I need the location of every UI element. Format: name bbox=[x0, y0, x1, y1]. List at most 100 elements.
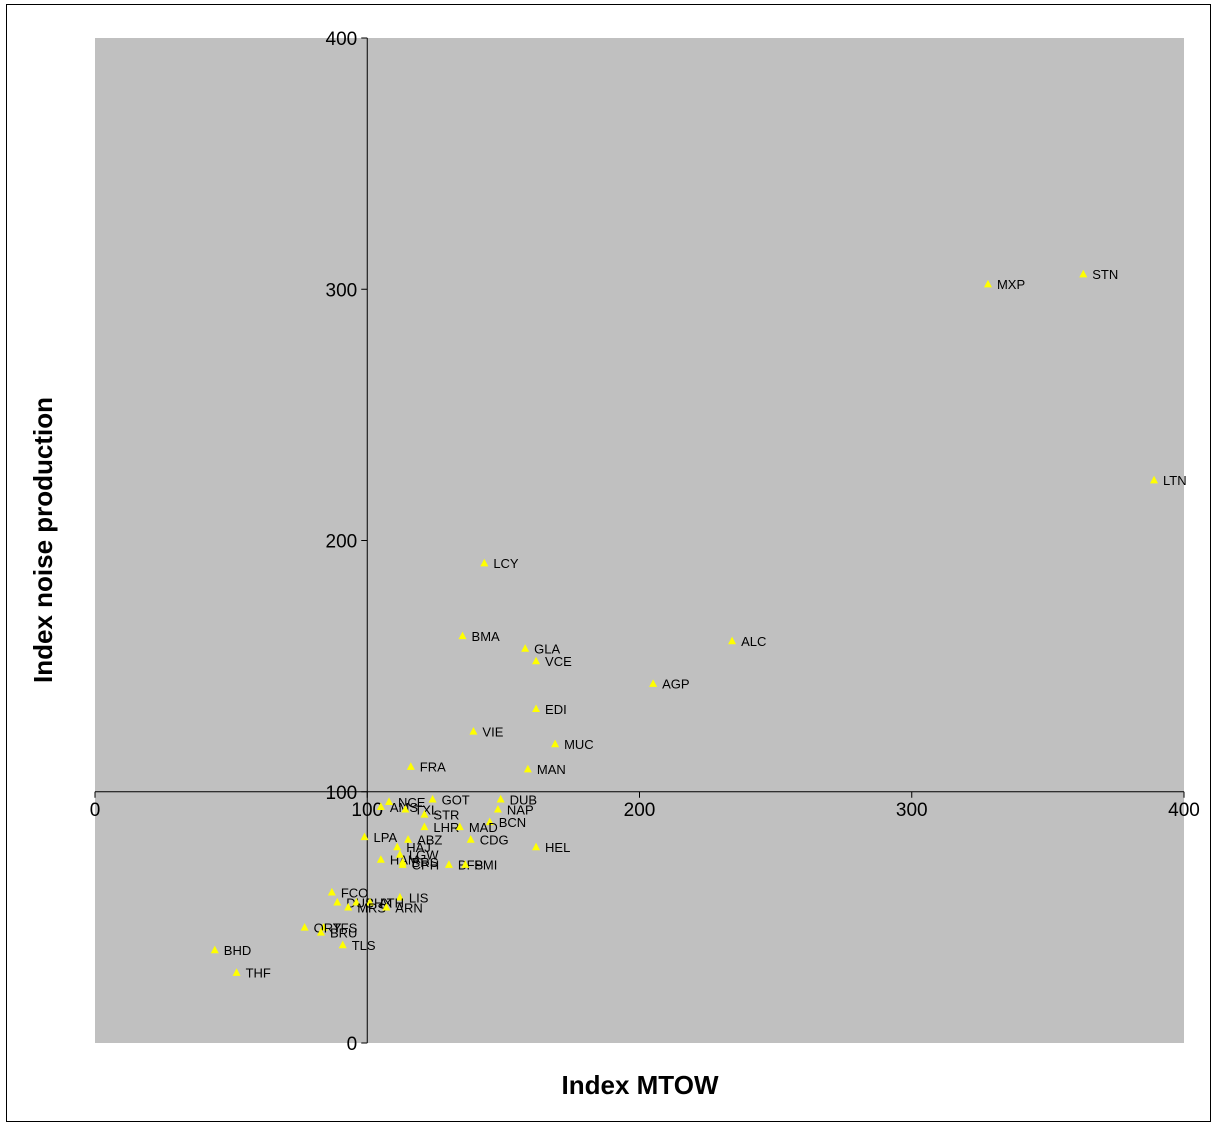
point-label-ltn: LTN bbox=[1163, 473, 1187, 488]
point-marker-hel bbox=[532, 842, 541, 851]
y-tick-label: 0 bbox=[347, 1034, 358, 1055]
y-tick-label: 300 bbox=[326, 280, 358, 301]
point-label-txl: TXL bbox=[414, 802, 438, 817]
point-marker-haj bbox=[393, 842, 402, 851]
x-tick-label: 100 bbox=[351, 800, 383, 821]
point-label-str: STR bbox=[433, 807, 459, 822]
point-label-cph: CPH bbox=[412, 858, 439, 873]
point-label-vie: VIE bbox=[482, 724, 503, 739]
point-label-man: MAN bbox=[537, 762, 566, 777]
y-tick-label: 100 bbox=[326, 783, 358, 804]
point-marker-ham bbox=[376, 855, 385, 863]
point-marker-edi bbox=[532, 704, 541, 713]
point-label-vce: VCE bbox=[545, 654, 572, 669]
point-marker-str bbox=[420, 809, 429, 818]
point-label-muc: MUC bbox=[564, 737, 594, 752]
point-marker-stn bbox=[1079, 269, 1088, 278]
point-marker-cph bbox=[398, 860, 407, 868]
point-marker-bru bbox=[316, 928, 325, 936]
point-label-bcn: BCN bbox=[499, 815, 526, 830]
point-label-bfs: BFS bbox=[458, 858, 484, 873]
point-label-bma: BMA bbox=[472, 629, 501, 644]
point-label-dub: DUB bbox=[510, 792, 537, 807]
point-marker-vie bbox=[469, 727, 478, 735]
x-tick-label: 300 bbox=[896, 800, 928, 821]
x-tick-label: 400 bbox=[1168, 800, 1200, 821]
point-label-abz: ABZ bbox=[417, 832, 442, 847]
point-marker-bhx bbox=[352, 897, 361, 906]
point-marker-bhd bbox=[210, 945, 219, 954]
point-marker-bfs bbox=[444, 860, 453, 868]
point-marker-muc bbox=[551, 739, 560, 748]
point-label-lcy: LCY bbox=[493, 556, 519, 571]
point-marker-cdg bbox=[466, 835, 475, 843]
point-marker-lhr bbox=[420, 822, 429, 831]
point-marker-agp bbox=[649, 679, 658, 687]
point-marker-bma bbox=[458, 631, 467, 640]
y-tick-label: 400 bbox=[326, 29, 358, 50]
point-marker-vce bbox=[532, 656, 541, 665]
point-label-haj: HAJ bbox=[406, 840, 431, 855]
point-label-agp: AGP bbox=[662, 677, 689, 692]
point-marker-alc bbox=[728, 636, 737, 645]
point-label-dus: DUS bbox=[346, 895, 374, 910]
point-label-gla: GLA bbox=[534, 642, 560, 657]
point-label-got: GOT bbox=[442, 792, 470, 807]
x-axis-ticks: 0 100 200 300 400 bbox=[90, 791, 1200, 821]
point-label-brs: BRS bbox=[412, 855, 439, 870]
point-label-stn: STN bbox=[1092, 267, 1118, 282]
point-marker-fco bbox=[327, 887, 336, 896]
point-label-pmi: PMI bbox=[474, 858, 497, 873]
point-marker-pmi bbox=[461, 860, 470, 868]
chart-frame bbox=[6, 4, 1211, 1122]
point-label-hel: HEL bbox=[545, 840, 570, 855]
point-label-fra: FRA bbox=[420, 760, 446, 775]
point-marker-tls bbox=[338, 940, 347, 949]
point-label-bru: BRU bbox=[330, 925, 357, 940]
point-label-alc: ALC bbox=[741, 634, 766, 649]
point-marker-lpa bbox=[360, 832, 369, 841]
point-marker-abz bbox=[404, 835, 413, 843]
point-marker-dus bbox=[333, 897, 342, 906]
point-label-mxp: MXP bbox=[997, 277, 1025, 292]
point-marker-fra bbox=[406, 762, 415, 770]
point-marker-txl bbox=[401, 804, 410, 813]
point-label-bhd: BHD bbox=[224, 943, 251, 958]
point-label-mrs: MRS bbox=[357, 900, 386, 915]
point-marker-man bbox=[523, 764, 532, 773]
y-axis-title: Index noise production bbox=[28, 397, 58, 683]
point-label-edi: EDI bbox=[545, 702, 567, 717]
point-label-tls: TLS bbox=[352, 938, 376, 953]
point-label-nap: NAP bbox=[507, 802, 534, 817]
point-label-lhr: LHR bbox=[433, 820, 459, 835]
point-marker-arn bbox=[382, 902, 391, 911]
point-marker-ltn bbox=[1150, 475, 1159, 484]
point-marker-nce bbox=[385, 797, 394, 805]
point-label-lpa: LPA bbox=[374, 830, 398, 845]
x-tick-label: 0 bbox=[90, 800, 101, 821]
x-axis-title: Index MTOW bbox=[562, 1070, 719, 1100]
point-marker-tfs bbox=[319, 923, 328, 931]
point-marker-mxp bbox=[983, 279, 992, 288]
point-label-fco: FCO bbox=[341, 885, 368, 900]
point-marker-got bbox=[428, 794, 437, 803]
point-marker-lis bbox=[395, 892, 404, 901]
point-label-mad: MAD bbox=[469, 820, 498, 835]
point-marker-lcy bbox=[480, 558, 489, 567]
point-marker-bcn bbox=[485, 817, 494, 826]
point-marker-mad bbox=[455, 822, 464, 831]
y-tick-label: 200 bbox=[326, 532, 358, 553]
point-marker-gla bbox=[521, 644, 530, 652]
point-marker-ory bbox=[300, 923, 309, 931]
point-label-lgw: LGW bbox=[409, 848, 439, 863]
point-marker-nap bbox=[493, 804, 502, 813]
y-axis-ticks: 0 100 200 300 400 bbox=[326, 29, 368, 1055]
point-label-lis: LIS bbox=[409, 890, 429, 905]
point-label-arn: ARN bbox=[395, 900, 422, 915]
point-label-cdg: CDG bbox=[480, 832, 509, 847]
x-tick-label: 200 bbox=[624, 800, 656, 821]
point-marker-ams bbox=[376, 802, 385, 811]
point-marker-thf bbox=[232, 968, 241, 976]
